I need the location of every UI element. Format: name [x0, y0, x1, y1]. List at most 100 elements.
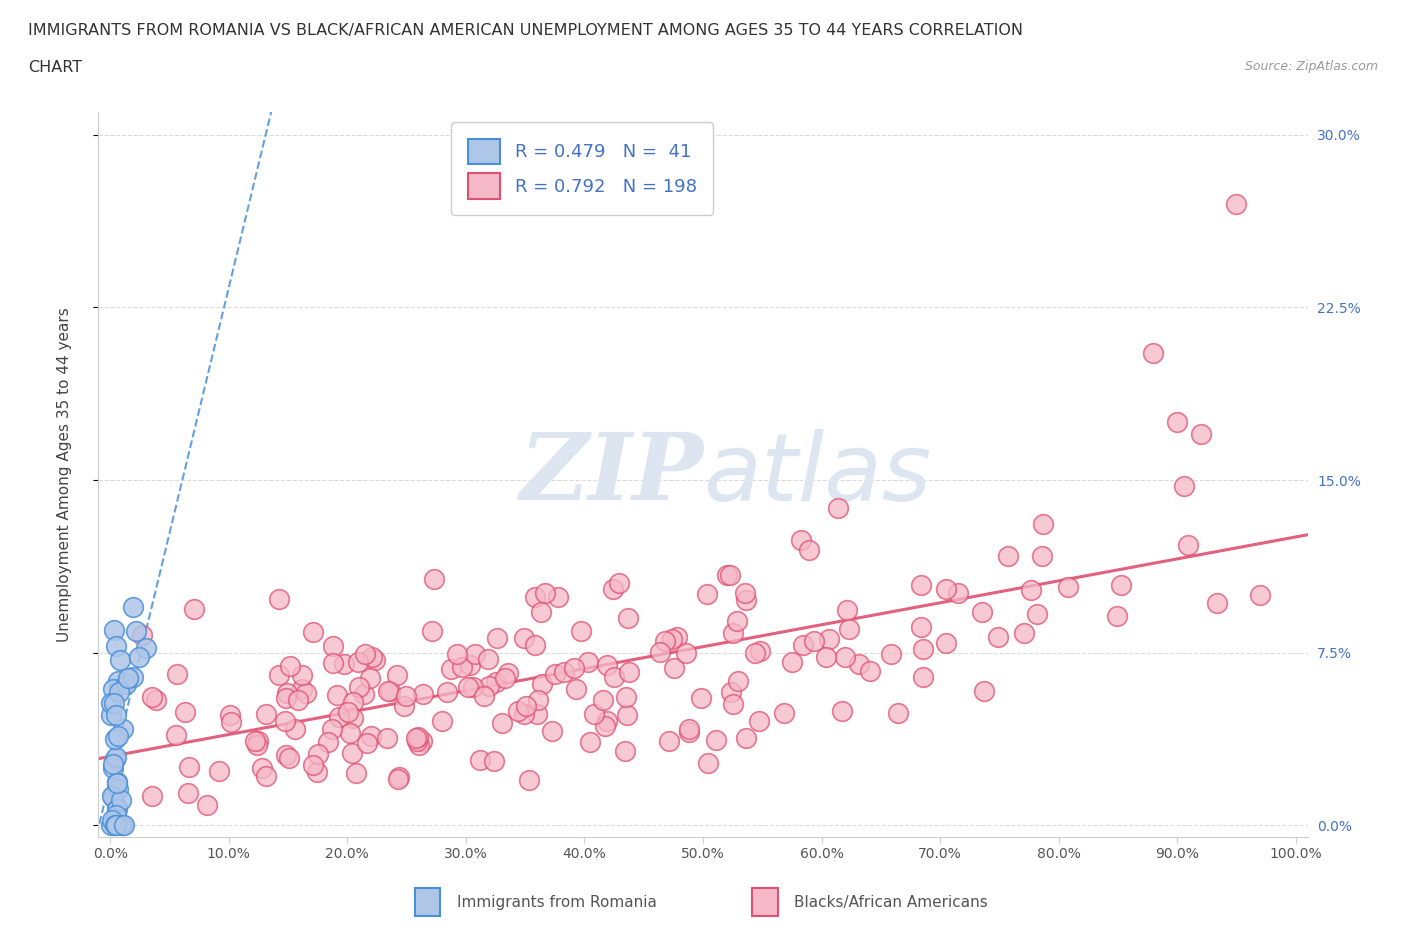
Point [344, 765, 367, 780]
Point [406, 730, 429, 745]
Point [179, 759, 201, 774]
Point [361, 650, 384, 665]
Point [666, 630, 689, 644]
Point [911, 642, 934, 657]
Point [526, 706, 548, 721]
Point [246, 737, 269, 752]
Point [446, 646, 468, 661]
Point [468, 752, 491, 767]
Point [105, 776, 128, 790]
Point [704, 733, 727, 748]
Point [103, 696, 125, 711]
Point [477, 652, 499, 667]
Point [287, 692, 309, 707]
Point [799, 542, 821, 557]
Point [284, 722, 307, 737]
Point [105, 638, 128, 653]
Point [748, 713, 770, 728]
Point [491, 715, 513, 730]
Point [280, 659, 302, 674]
Point [101, 790, 124, 804]
Point [347, 654, 370, 669]
Point [451, 660, 474, 675]
Point [530, 676, 553, 691]
Point [122, 599, 145, 614]
Point [596, 658, 619, 672]
Point [486, 631, 509, 645]
Point [910, 578, 932, 592]
Point [780, 655, 803, 670]
Point [460, 658, 482, 673]
Point [725, 614, 748, 629]
Point [412, 687, 434, 702]
Point [727, 673, 749, 688]
Y-axis label: Unemployment Among Ages 35 to 44 years: Unemployment Among Ages 35 to 44 years [58, 307, 72, 642]
Point [267, 591, 290, 606]
Point [1189, 427, 1212, 442]
Point [105, 818, 128, 833]
Point [276, 690, 298, 705]
Point [276, 685, 298, 700]
Point [696, 587, 718, 602]
Point [838, 621, 860, 636]
Point [360, 728, 382, 743]
Point [246, 734, 269, 749]
Point [111, 818, 134, 833]
Point [1166, 415, 1188, 430]
Point [534, 585, 557, 600]
Point [662, 660, 685, 675]
Point [1019, 582, 1042, 597]
Point [562, 660, 585, 675]
Point [678, 724, 700, 739]
Point [614, 690, 637, 705]
Point [827, 500, 849, 515]
Point [970, 604, 993, 619]
Point [342, 711, 364, 725]
Point [243, 734, 266, 749]
Point [342, 746, 364, 761]
Point [910, 620, 932, 635]
Point [848, 657, 870, 671]
Point [472, 689, 495, 704]
Point [1109, 578, 1132, 592]
Point [749, 644, 772, 658]
Point [122, 670, 145, 684]
Point [101, 813, 124, 828]
Point [513, 707, 536, 722]
Point [616, 707, 638, 722]
Point [339, 725, 361, 740]
Point [387, 668, 409, 683]
Point [513, 631, 536, 645]
Point [432, 713, 454, 728]
Point [420, 624, 443, 639]
Point [356, 736, 378, 751]
Point [100, 789, 122, 804]
Point [803, 633, 825, 648]
Point [790, 533, 813, 548]
Point [547, 589, 569, 604]
Point [104, 750, 127, 764]
Point [128, 650, 150, 665]
Point [254, 768, 277, 783]
Point [104, 818, 127, 833]
Point [887, 706, 910, 721]
Point [792, 637, 814, 652]
Point [579, 735, 602, 750]
Point [103, 622, 125, 637]
Point [515, 698, 537, 713]
Point [859, 664, 882, 679]
Point [165, 728, 187, 743]
Point [307, 746, 329, 761]
Point [100, 818, 122, 833]
Text: Blacks/African Americans: Blacks/African Americans [794, 895, 988, 910]
Text: Source: ZipAtlas.com: Source: ZipAtlas.com [1244, 60, 1378, 73]
Point [337, 705, 360, 720]
Point [744, 646, 766, 661]
Point [274, 748, 297, 763]
Point [494, 671, 516, 685]
Point [478, 679, 501, 694]
Point [387, 771, 409, 786]
Point [100, 696, 122, 711]
Text: ZIP: ZIP [519, 430, 703, 519]
Point [342, 695, 364, 710]
